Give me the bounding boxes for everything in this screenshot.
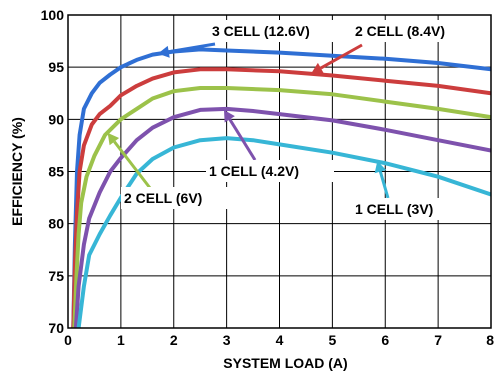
callout-label-3-cell-12-6v: 3 CELL (12.6V) — [212, 23, 310, 39]
x-tick-labels: 0 1 2 3 4 5 6 7 8 — [64, 332, 494, 348]
callout-background-2-cell-8-4v — [352, 20, 480, 42]
x-axis-label: SYSTEM LOAD (A) — [223, 355, 347, 371]
callout-background-1-cell-3v — [352, 198, 460, 220]
y-tick-label-5: 95 — [48, 59, 64, 75]
callout-background-3-cell-12-6v — [209, 20, 347, 42]
callout-arrow-head-2-cell-8-4v — [311, 62, 324, 74]
callout-label-1-cell-3v: 1 CELL (3V) — [355, 201, 433, 217]
callout-arrow-line-3-cell-12-6v — [168, 42, 216, 54]
x-tick-label-8: 8 — [486, 332, 494, 348]
x-tick-label-0: 0 — [64, 332, 72, 348]
series-line-1-cell-3v — [76, 136, 491, 328]
callout-1-cell-4-2v: 1 CELL (4.2V) — [206, 109, 334, 182]
callout-arrow-head-2-cell-6v — [107, 132, 120, 146]
callout-arrow-line-1-cell-3v — [378, 171, 390, 199]
y-tick-label-2: 80 — [48, 216, 64, 232]
y-tick-label-4: 90 — [48, 111, 64, 127]
plot-border — [67, 14, 492, 329]
callout-arrow-line-1-cell-4-2v — [228, 118, 257, 161]
y-tick-labels: 70 75 80 85 90 95 100 — [41, 7, 65, 336]
callout-1-cell-3v: 1 CELL (3V) — [352, 161, 460, 220]
callout-label-1-cell-4-2v: 1 CELL (4.2V) — [209, 163, 299, 179]
series-line-1-cell-4-2v — [73, 106, 491, 328]
series-line-2-cell-6v — [72, 86, 491, 328]
x-tick-label-4: 4 — [276, 332, 284, 348]
callout-background-1-cell-4-2v — [206, 160, 334, 182]
y-tick-label-1: 75 — [48, 268, 64, 284]
series-line-2-cell-8-4v — [71, 67, 491, 328]
y-tick-label-3: 85 — [48, 164, 64, 180]
x-tick-label-1: 1 — [117, 332, 125, 348]
callout-2-cell-6v: 2 CELL (6V) — [107, 132, 229, 209]
y-tick-label-6: 100 — [41, 7, 65, 23]
plot-frame — [67, 14, 492, 329]
callout-arrow-line-2-cell-6v — [113, 140, 152, 189]
callout-2-cell-8-4v: 2 CELL (8.4V) — [311, 20, 480, 74]
callout-label-2-cell-6v: 2 CELL (6V) — [124, 190, 202, 206]
x-tick-label-5: 5 — [328, 332, 336, 348]
callout-3-cell-12-6v: 3 CELL (12.6V) — [157, 20, 347, 58]
callout-arrow-head-1-cell-3v — [374, 161, 387, 174]
x-tick-label-3: 3 — [223, 332, 231, 348]
y-axis-label: EFFICIENCY (%) — [9, 117, 25, 226]
callout-arrow-head-1-cell-4-2v — [223, 109, 235, 123]
callout-arrow-line-2-cell-8-4v — [320, 43, 363, 70]
x-tick-label-6: 6 — [381, 332, 389, 348]
x-tick-label-7: 7 — [434, 332, 442, 348]
series-lines — [71, 47, 491, 328]
y-tick-label-0: 70 — [48, 320, 64, 336]
series-line-3-cell-12-6v — [71, 47, 491, 328]
callout-label-2-cell-8-4v: 2 CELL (8.4V) — [355, 23, 445, 39]
callout-background-2-cell-6v — [121, 187, 229, 209]
x-tick-label-2: 2 — [170, 332, 178, 348]
callout-arrow-head-3-cell-12-6v — [157, 45, 170, 58]
series-callouts: 3 CELL (12.6V) 2 CELL (8.4V) 2 CELL (6V) 1 … — [107, 20, 480, 220]
